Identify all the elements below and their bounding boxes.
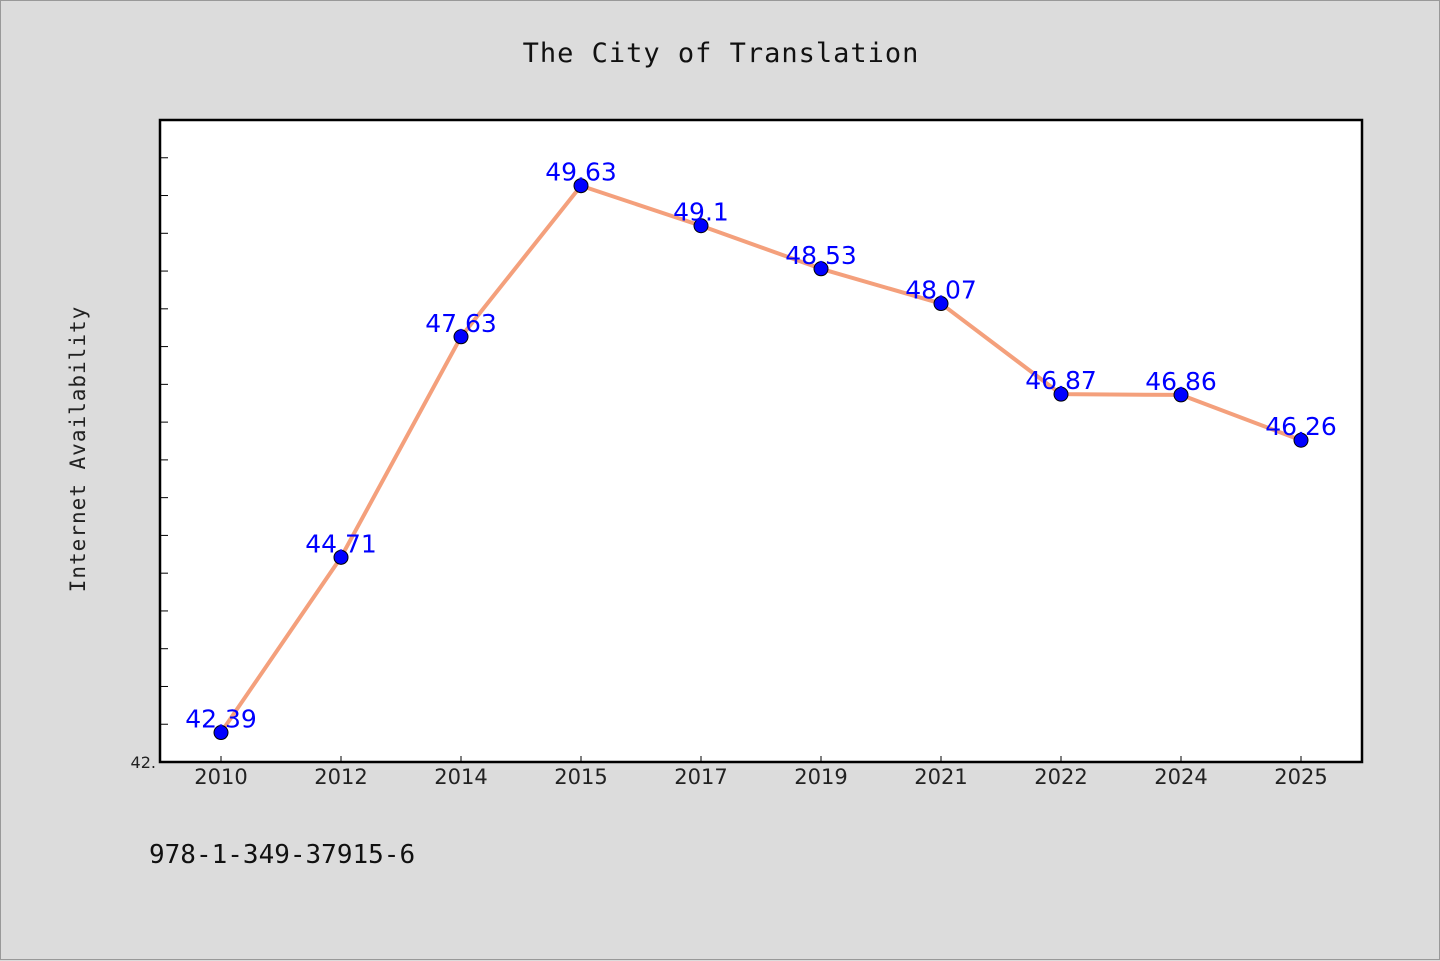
- y-axis-ticks: 42.: [131, 119, 168, 772]
- footer-code: 978-1-349-37915-6: [149, 840, 415, 870]
- data-label: 44.71: [305, 529, 377, 558]
- data-label: 42.39: [185, 705, 257, 734]
- x-tick-label: 2022: [1034, 765, 1087, 789]
- data-point: [1053, 386, 1069, 402]
- y-axis-label: Internet Availability: [66, 306, 90, 593]
- x-tick-label: 2010: [194, 765, 247, 789]
- data-label: 49.63: [545, 158, 617, 187]
- data-label: 46.87: [1025, 366, 1097, 395]
- data-label: 46.26: [1265, 412, 1337, 441]
- data-point: [813, 261, 829, 277]
- data-point: [453, 329, 469, 345]
- data-labels: 42.39 44.71 47.63 49.63 49.1 48.53 48.07 46.87 4…: [185, 158, 1337, 734]
- x-axis-ticks: 2010 2012 2014 2015 2017 2019 2021 2022 2024 2025: [194, 756, 1328, 789]
- x-tick-label: 2019: [794, 765, 847, 789]
- x-tick-label: 2021: [914, 765, 967, 789]
- x-tick-label: 2017: [674, 765, 727, 789]
- data-label: 46.86: [1145, 367, 1217, 396]
- x-tick-label: 2012: [314, 765, 367, 789]
- data-label: 47.63: [425, 309, 497, 338]
- x-tick-label: 2024: [1154, 765, 1207, 789]
- data-label: 49.1: [673, 198, 729, 227]
- data-point: [333, 549, 349, 565]
- data-point: [1173, 387, 1189, 403]
- chart-title: The City of Translation: [523, 38, 920, 69]
- data-label: 48.07: [905, 276, 977, 305]
- x-tick-label: 2015: [554, 765, 607, 789]
- data-markers: [213, 178, 1309, 741]
- data-label: 48.53: [785, 241, 857, 270]
- data-point: [213, 725, 229, 741]
- x-tick-label: 2025: [1274, 765, 1327, 789]
- data-point: [693, 218, 709, 234]
- x-tick-label: 2014: [434, 765, 487, 789]
- series-line: [219, 183, 1302, 734]
- y-tick-label: 42.: [131, 753, 156, 772]
- plot-area: [158, 118, 1364, 764]
- data-point: [573, 178, 589, 194]
- data-point: [1293, 432, 1309, 448]
- data-point: [933, 296, 949, 312]
